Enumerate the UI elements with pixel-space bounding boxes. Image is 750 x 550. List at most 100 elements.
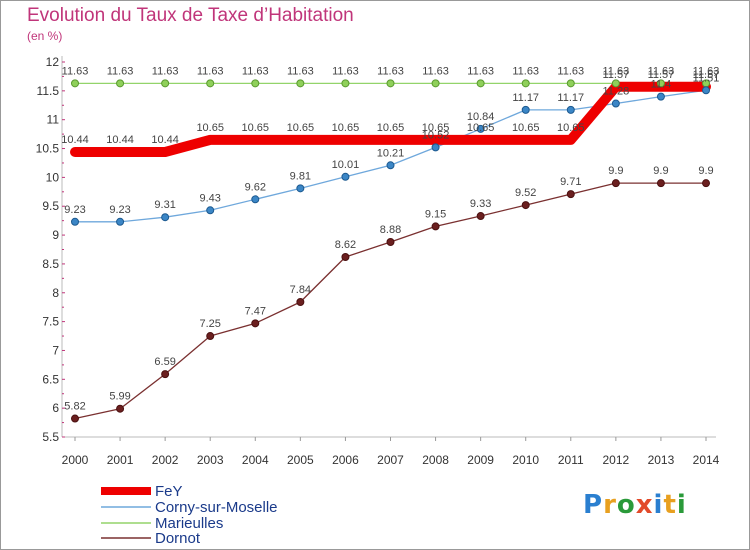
data-point	[566, 79, 575, 88]
x-tick-label: 2007	[377, 453, 404, 467]
data-label: 11.63	[602, 65, 629, 77]
y-tick-label: 7.5	[42, 315, 59, 329]
chart-title: Evolution du Taux de Taxe d’Habitation	[27, 5, 354, 26]
y-tick-label: 8.5	[42, 257, 59, 271]
data-label: 11.63	[62, 65, 89, 77]
data-point	[251, 195, 260, 204]
y-tick-label: 9	[52, 228, 59, 242]
data-point	[611, 179, 620, 188]
data-label: 9.31	[154, 199, 175, 211]
data-labels: 10.44 10.44 10.44 10.65 10.65 10.65 10.65 10.65…	[61, 65, 719, 412]
y-tick-label: 6	[52, 401, 59, 415]
x-tick-label: 2011	[558, 453, 584, 467]
chart-subtitle: (en %)	[27, 29, 63, 43]
data-label: 11.17	[557, 92, 584, 104]
data-point	[386, 79, 395, 88]
data-point	[206, 332, 215, 341]
data-point	[341, 79, 350, 88]
data-label: 9.33	[470, 198, 491, 210]
legend-label: Marieulles	[155, 515, 223, 532]
data-label: 9.23	[64, 204, 85, 216]
data-label: 10.84	[467, 111, 495, 123]
y-tick-label: 10	[46, 170, 60, 184]
data-label: 10.44	[61, 134, 89, 146]
x-tick-label: 2000	[62, 453, 89, 467]
data-label: 10.52	[422, 129, 450, 141]
data-label: 10.65	[377, 122, 405, 134]
y-tick-label: 12	[46, 55, 60, 69]
legend-label: FeY	[155, 483, 183, 500]
data-label: 11.63	[377, 65, 404, 77]
data-label: 11.63	[512, 65, 539, 77]
logo-letter: x	[635, 490, 654, 520]
data-point	[702, 86, 710, 95]
data-label: 9.9	[653, 165, 668, 177]
data-label: 11.57	[648, 69, 675, 81]
series-line-dornot	[74, 182, 707, 420]
data-label: 10.65	[287, 122, 315, 134]
data-point	[431, 79, 440, 88]
data-label: 11.63	[422, 65, 449, 77]
data-point	[206, 79, 215, 88]
data-label: 10.65	[422, 122, 450, 134]
data-label: 9.9	[698, 165, 713, 177]
logo-letter: t	[663, 490, 677, 520]
data-label: 5.99	[109, 391, 130, 403]
logo-letter: i	[676, 490, 687, 520]
data-label: 9.9	[608, 165, 623, 177]
data-point	[476, 212, 485, 221]
data-point	[431, 222, 440, 231]
data-label: 7.47	[245, 305, 266, 317]
y-tick-label: 6.5	[42, 372, 59, 386]
x-tick-label: 2013	[648, 453, 675, 467]
data-label: 9.43	[200, 192, 221, 204]
data-label: 11.28	[602, 86, 629, 98]
data-label: 11.63	[107, 65, 134, 77]
data-label: 11.57	[602, 69, 629, 81]
data-label: 10.65	[557, 122, 585, 134]
data-label: 10.65	[332, 122, 360, 134]
data-label: 11.63	[648, 65, 675, 77]
y-tick-label: 11.5	[37, 84, 60, 98]
data-point	[206, 206, 215, 215]
x-tick-label: 2005	[287, 453, 314, 467]
data-label: 7.25	[200, 318, 221, 330]
legend-label: Corny-sur-Moselle	[155, 499, 278, 516]
data-point	[566, 190, 575, 199]
data-label: 11.17	[512, 92, 539, 104]
data-label: 11.63	[287, 65, 314, 77]
data-label: 10.44	[151, 134, 179, 146]
legend-label: Dornot	[155, 530, 201, 547]
data-label: 10.01	[332, 159, 360, 171]
data-label: 11.63	[242, 65, 269, 77]
data-label: 6.59	[154, 356, 175, 368]
data-point	[476, 79, 485, 88]
data-label: 11.57	[693, 69, 720, 81]
data-label: 10.65	[196, 122, 224, 134]
x-tick-label: 2012	[603, 453, 630, 467]
data-label: 7.84	[290, 284, 311, 296]
data-point	[71, 217, 79, 226]
data-label: 11.63	[152, 65, 179, 77]
data-point	[656, 92, 665, 101]
data-point	[341, 253, 350, 261]
x-tick-label: 2006	[332, 453, 359, 467]
data-label: 10.65	[512, 122, 540, 134]
y-tick-label: 10.5	[36, 142, 60, 156]
data-label: 11.4	[651, 79, 672, 91]
data-point	[702, 179, 710, 188]
logo-letter: o	[616, 490, 636, 520]
data-label: 11.51	[693, 72, 720, 84]
data-point	[71, 79, 79, 88]
x-tick-label: 2002	[152, 453, 179, 467]
data-point	[251, 79, 260, 88]
data-point	[251, 319, 260, 328]
data-point	[566, 105, 575, 114]
data-point	[611, 99, 620, 108]
series-line-fey	[70, 81, 711, 157]
data-point	[521, 79, 530, 88]
x-tick-label: 2010	[512, 453, 539, 467]
data-label: 9.71	[560, 176, 581, 188]
